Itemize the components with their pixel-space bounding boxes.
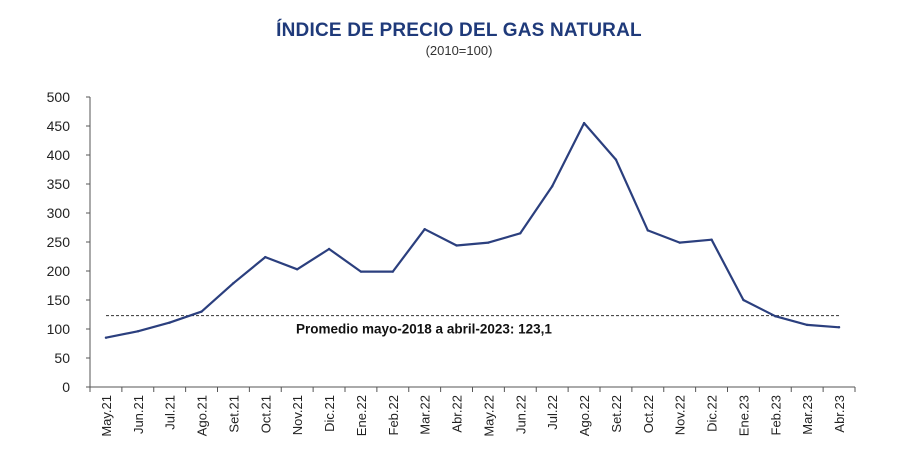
- x-tick-label: Abr.22: [450, 395, 465, 433]
- x-tick-label: Dic.21: [322, 395, 337, 432]
- data-point: [582, 121, 586, 125]
- series-line: [105, 121, 840, 339]
- x-tick-label: Oct.22: [641, 395, 656, 433]
- x-tick-label: Feb.22: [386, 395, 401, 435]
- data-point: [614, 158, 618, 161]
- average-reference-label: Promedio mayo-2018 a abril-2023: 123,1: [296, 322, 552, 337]
- data-point: [232, 281, 235, 285]
- data-point: [359, 270, 363, 273]
- data-point: [455, 244, 458, 247]
- data-point: [550, 185, 554, 188]
- x-tick-label: Ene.22: [354, 395, 369, 436]
- x-tick-label: Dic.22: [705, 395, 720, 432]
- x-tick-label: Ene.23: [736, 395, 751, 436]
- data-point: [805, 323, 809, 327]
- x-tick-label: Jul.22: [545, 395, 560, 430]
- data-point: [104, 336, 108, 339]
- x-tick-label: May.22: [481, 395, 496, 437]
- y-tick-label: 50: [54, 350, 70, 366]
- y-tick-label: 100: [47, 321, 71, 337]
- y-tick-label: 450: [47, 118, 71, 134]
- data-point: [168, 321, 171, 324]
- x-tick-label: Jun.21: [131, 395, 146, 434]
- y-tick-label: 250: [47, 234, 71, 250]
- data-point: [646, 229, 650, 232]
- x-tick-label: Ago.22: [577, 395, 592, 436]
- data-point: [487, 241, 490, 244]
- x-tick-label: Abr.23: [832, 395, 847, 433]
- y-tick-label: 400: [47, 147, 71, 163]
- data-point: [327, 247, 331, 251]
- x-tick-label: May.21: [99, 395, 114, 437]
- y-tick-label: 0: [62, 379, 70, 395]
- x-tick-label: Oct.21: [258, 395, 273, 433]
- x-tick-label: Set.21: [226, 395, 241, 433]
- data-point: [519, 232, 522, 235]
- data-point: [423, 228, 426, 231]
- data-point: [136, 330, 140, 333]
- x-tick-label: Mar.23: [800, 395, 815, 435]
- x-tick-label: Jul.21: [163, 395, 178, 430]
- x-tick-label: Mar.22: [418, 395, 433, 435]
- x-tick-label: Ago.21: [195, 395, 210, 436]
- data-point: [391, 270, 395, 273]
- data-point: [774, 315, 777, 318]
- data-point: [678, 241, 681, 244]
- x-tick-label: Nov.21: [290, 395, 305, 435]
- x-tick-label: Nov.22: [673, 395, 688, 435]
- y-tick-label: 300: [47, 205, 71, 221]
- data-point: [742, 298, 745, 302]
- data-point: [295, 268, 299, 271]
- x-tick-label: Set.22: [609, 395, 624, 433]
- y-tick-label: 150: [47, 292, 71, 308]
- y-tick-label: 350: [47, 176, 71, 192]
- chart-subtitle: (2010=100): [425, 43, 493, 58]
- data-point: [837, 326, 841, 329]
- data-point: [200, 310, 203, 313]
- y-tick-label: 200: [47, 263, 71, 279]
- data-point: [710, 238, 713, 241]
- x-tick-label: Jun.22: [513, 395, 528, 434]
- chart-title: ÍNDICE DE PRECIO DEL GAS NATURAL: [276, 20, 642, 41]
- data-point: [264, 255, 267, 259]
- y-tick-label: 500: [47, 89, 71, 105]
- x-tick-label: Feb.23: [768, 395, 783, 435]
